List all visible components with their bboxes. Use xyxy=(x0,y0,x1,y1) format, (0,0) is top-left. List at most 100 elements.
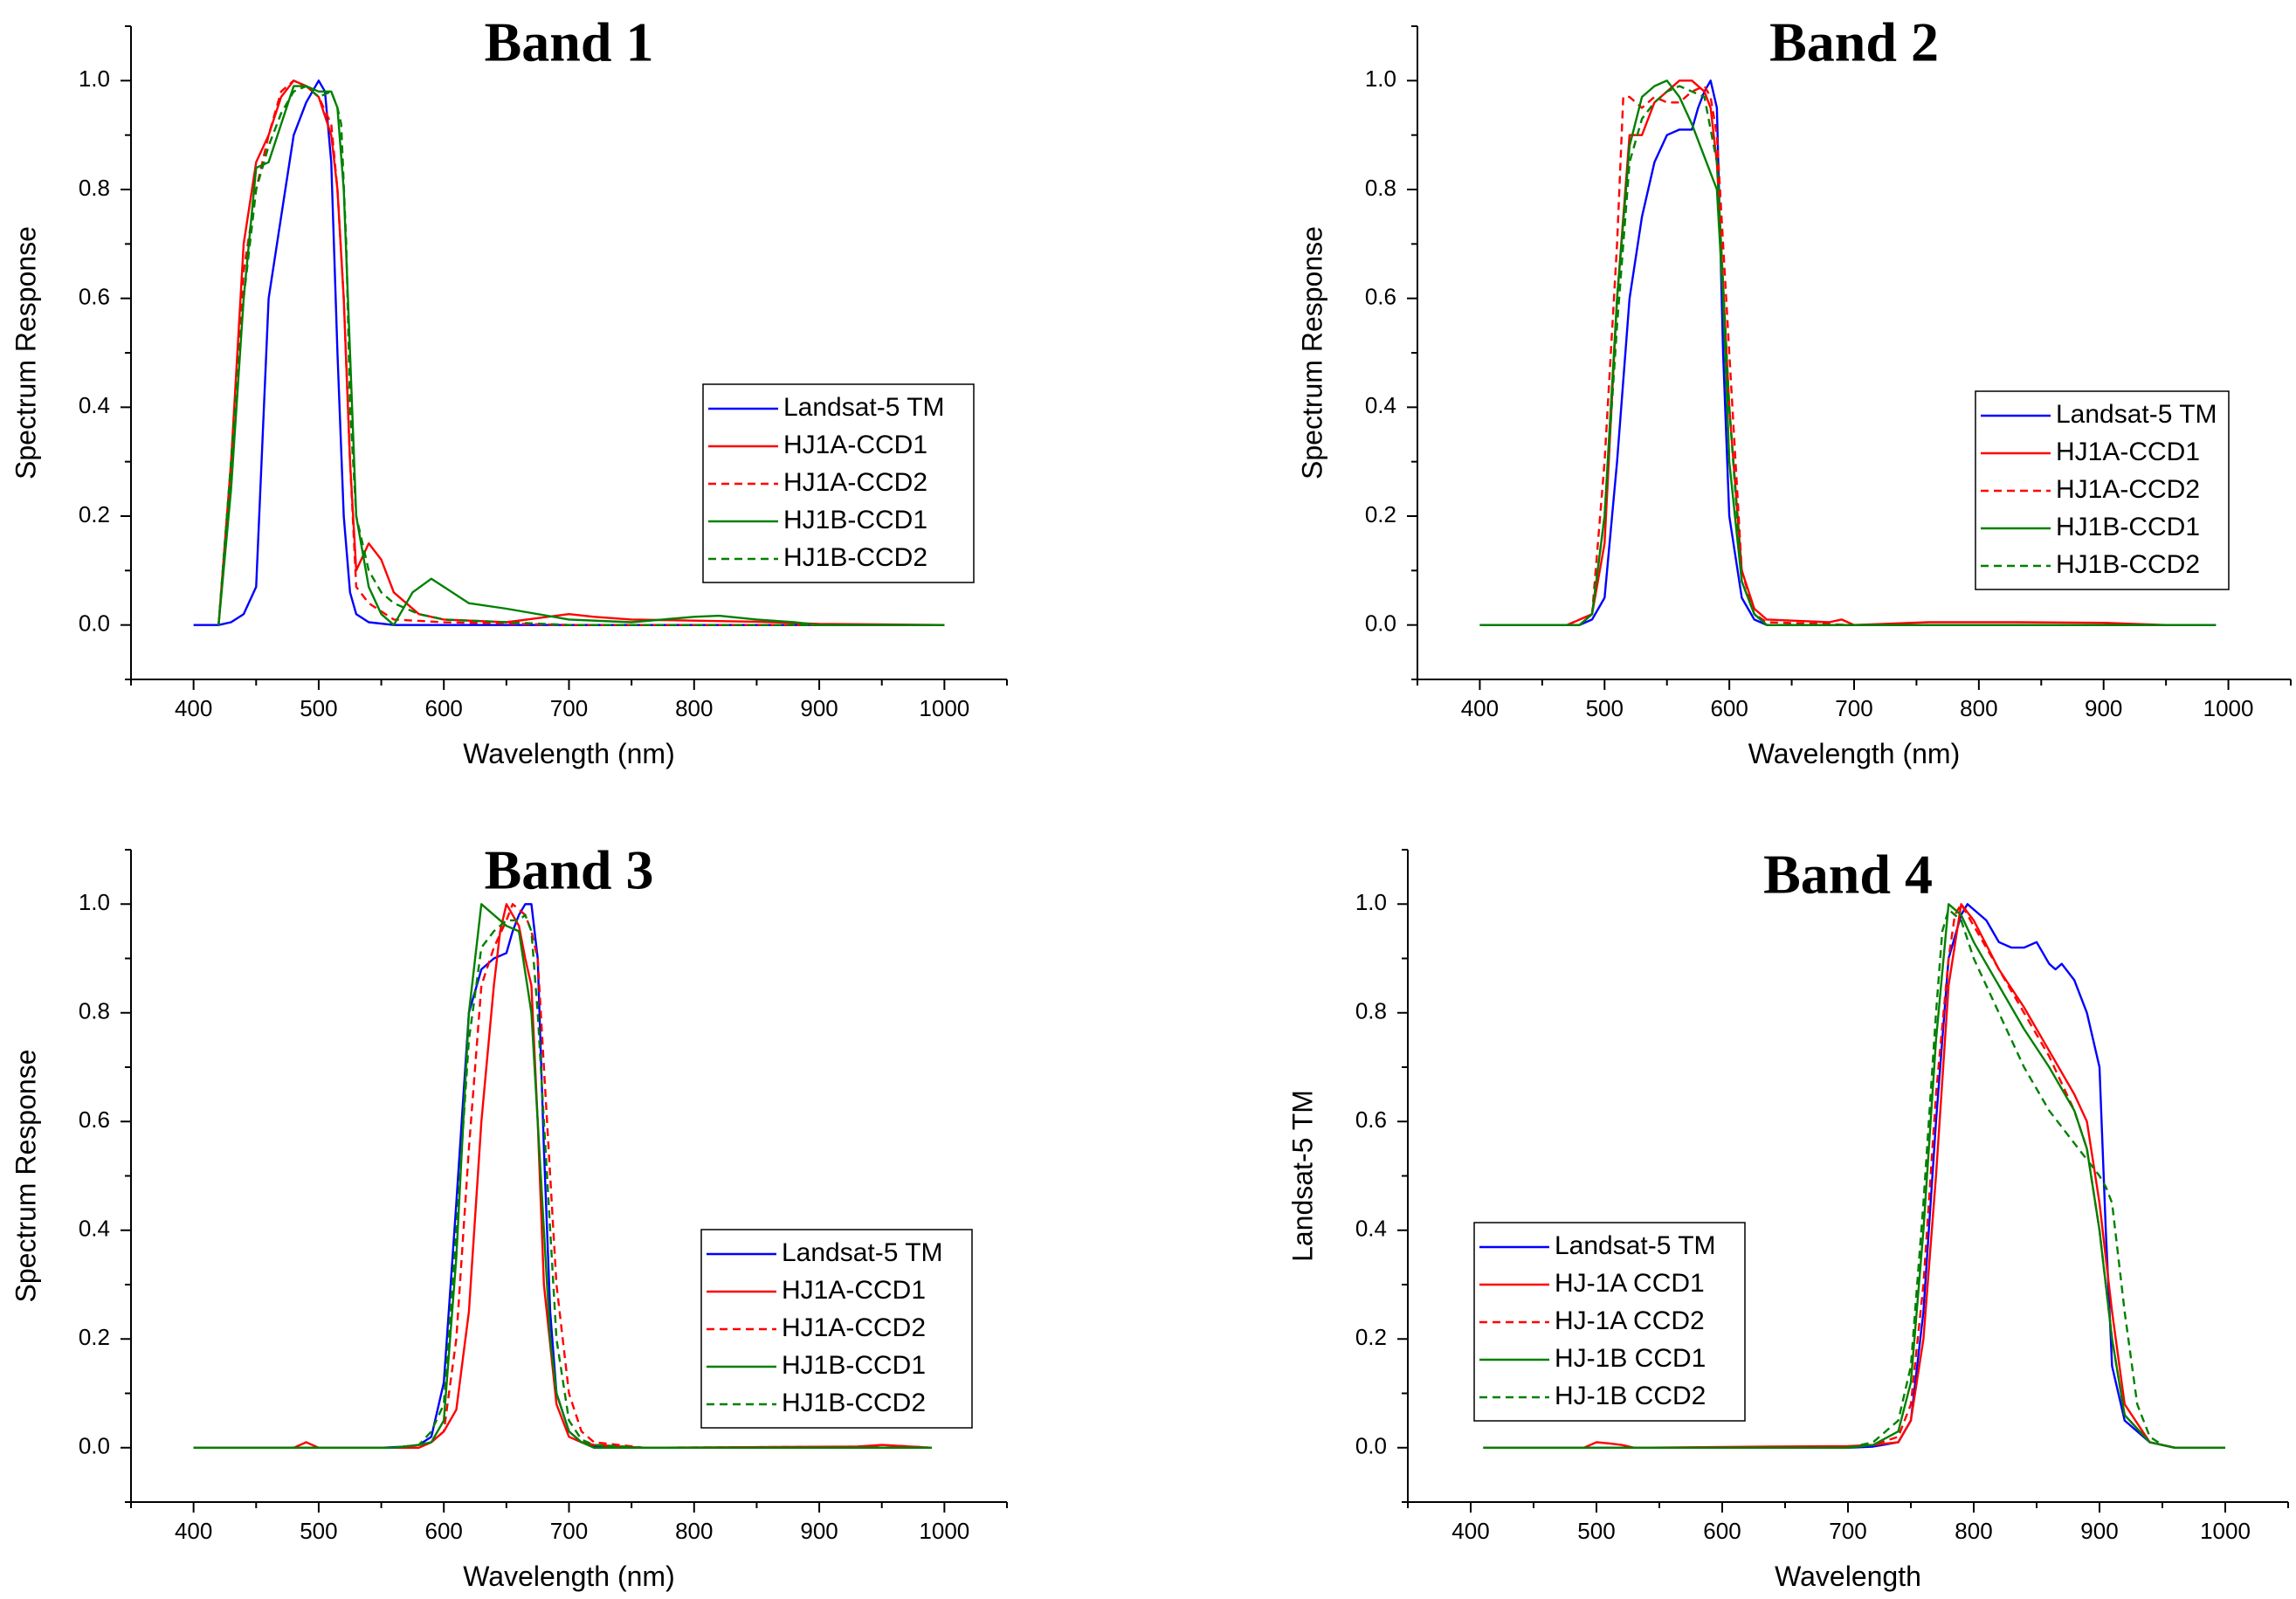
x-axis-label: Wavelength (nm) xyxy=(463,1561,674,1592)
x-tick-label: 400 xyxy=(175,1518,212,1544)
x-tick-label: 700 xyxy=(550,1518,588,1544)
legend-label: HJ-1A CCD2 xyxy=(1555,1306,1705,1335)
x-tick-label: 1000 xyxy=(2200,1518,2251,1544)
legend: Landsat-5 TM HJ1A-CCD1 HJ1A-CCD2 HJ1B-CCD1 H… xyxy=(702,383,975,583)
legend-label: HJ1A-CCD2 xyxy=(2056,475,2200,504)
x-tick-label: 500 xyxy=(1577,1518,1615,1544)
y-tick-label: 0.4 xyxy=(1365,392,1396,418)
x-tick-label: 500 xyxy=(300,695,337,721)
legend-label: HJ1B-CCD2 xyxy=(782,1389,926,1417)
y-tick-label: 0.4 xyxy=(79,392,110,418)
y-tick-label: 0.0 xyxy=(1355,1433,1387,1459)
y-axis-label: Spectrum Response xyxy=(10,226,41,479)
legend-label: HJ-1B CCD2 xyxy=(1555,1382,1706,1410)
legend-label: HJ1A-CCD1 xyxy=(2056,438,2200,466)
chart-title: Band 1 xyxy=(485,11,654,73)
x-tick-label: 600 xyxy=(1710,695,1748,721)
legend-label: Landsat-5 TM xyxy=(782,1238,943,1267)
y-tick-label: 1.0 xyxy=(1365,65,1396,92)
legend-label: HJ1B-CCD2 xyxy=(2056,550,2200,579)
series-line-5 xyxy=(1578,85,2167,626)
x-tick-label: 800 xyxy=(675,695,713,721)
band-3-panel: Band 3 400 500 600 700 800 900 1000 0.0 0.2 0.4 0.6… xyxy=(10,839,1008,1592)
legend-label: HJ1A-CCD1 xyxy=(782,1276,926,1305)
series-line-4 xyxy=(1483,903,2225,1449)
y-tick-label: 0.8 xyxy=(79,998,110,1024)
series-line-1 xyxy=(193,79,945,626)
y-tick-label: 0.0 xyxy=(79,610,110,637)
y-tick-label: 0.4 xyxy=(79,1216,110,1242)
x-tick-label: 1000 xyxy=(2203,695,2254,721)
y-tick-label: 1.0 xyxy=(79,889,110,915)
y-tick-label: 0.0 xyxy=(1365,610,1396,637)
legend: Landsat-5 TM HJ1A-CCD1 HJ1A-CCD2 HJ1B-CCD1 H… xyxy=(1975,390,2230,590)
y-tick-label: 0.2 xyxy=(1355,1324,1387,1350)
chart-title: Band 3 xyxy=(485,839,654,901)
x-tick-label: 600 xyxy=(1703,1518,1741,1544)
x-tick-label: 700 xyxy=(550,695,588,721)
legend: Landsat-5 TM HJ-1A CCD1 HJ-1A CCD2 HJ-1B CC… xyxy=(1473,1222,1746,1422)
x-axis-label: Wavelength xyxy=(1775,1561,1921,1592)
x-tick-label: 1000 xyxy=(919,695,969,721)
x-tick-label: 800 xyxy=(1955,1518,1992,1544)
y-tick-label: 1.0 xyxy=(79,65,110,92)
x-tick-label: 700 xyxy=(1835,695,1872,721)
legend-label: Landsat-5 TM xyxy=(783,393,945,422)
x-axis-label: Wavelength (nm) xyxy=(1748,738,1960,769)
y-tick-label: 0.6 xyxy=(79,1106,110,1133)
x-tick-label: 900 xyxy=(800,695,838,721)
legend-label: HJ1B-CCD1 xyxy=(782,1351,926,1380)
x-tick-label: 900 xyxy=(2085,695,2122,721)
y-axis-label: Spectrum Response xyxy=(1296,226,1327,479)
series-line-3 xyxy=(1566,85,2167,626)
y-tick-label: 0.8 xyxy=(79,175,110,201)
y-tick-label: 0.6 xyxy=(1365,284,1396,310)
legend-box xyxy=(1975,390,2230,590)
legend-label: HJ1B-CCD2 xyxy=(783,543,927,572)
band-4-panel: Band 4 400 500 600 700 800 900 1000 0.0 0.2 0.4 0.6… xyxy=(1286,844,2289,1592)
x-tick-label: 800 xyxy=(675,1518,713,1544)
y-tick-label: 1.0 xyxy=(1355,889,1387,915)
legend-label: HJ1A-CCD2 xyxy=(783,468,927,497)
y-tick-label: 0.2 xyxy=(79,501,110,527)
x-tick-label: 700 xyxy=(1829,1518,1866,1544)
band-1-panel: Band 1 400 500 600 700 800 900 1000 0.0 0.2 0.4 0.6… xyxy=(10,11,1008,769)
x-tick-label: 400 xyxy=(175,695,212,721)
y-axis-label: Spectrum Response xyxy=(10,1050,41,1303)
x-tick-label: 1000 xyxy=(919,1518,969,1544)
y-tick-label: 0.0 xyxy=(79,1433,110,1459)
x-tick-label: 400 xyxy=(1451,1518,1489,1544)
x-tick-label: 500 xyxy=(1586,695,1624,721)
chart-title: Band 2 xyxy=(1769,11,1939,73)
legend-label: Landsat-5 TM xyxy=(2056,400,2217,429)
series-line-4 xyxy=(217,85,945,626)
y-tick-label: 0.2 xyxy=(1365,501,1396,527)
legend-label: Landsat-5 TM xyxy=(1555,1231,1716,1260)
legend-label: HJ1A-CCD2 xyxy=(782,1313,926,1342)
legend-label: HJ-1B CCD1 xyxy=(1555,1344,1706,1373)
legend-label: HJ-1A CCD1 xyxy=(1555,1269,1705,1298)
y-tick-label: 0.6 xyxy=(79,284,110,310)
legend-label: HJ1A-CCD1 xyxy=(783,431,927,459)
chart-title: Band 4 xyxy=(1763,844,1933,906)
y-tick-label: 0.6 xyxy=(1355,1106,1387,1133)
x-tick-label: 600 xyxy=(425,1518,463,1544)
legend: Landsat-5 TM HJ1A-CCD1 HJ1A-CCD2 HJ1B-CCD1 H… xyxy=(700,1229,973,1429)
series-line-4 xyxy=(193,903,932,1449)
x-tick-label: 900 xyxy=(2080,1518,2118,1544)
y-tick-label: 0.4 xyxy=(1355,1216,1387,1242)
x-tick-label: 900 xyxy=(800,1518,838,1544)
y-tick-label: 0.2 xyxy=(79,1324,110,1350)
legend-label: HJ1B-CCD1 xyxy=(2056,513,2200,541)
legend-label: HJ1B-CCD1 xyxy=(783,506,927,534)
x-tick-label: 800 xyxy=(1960,695,1997,721)
band-2-panel: Band 2 400 500 600 700 800 900 1000 0.0 0.2 0.4 0.6… xyxy=(1296,11,2292,769)
x-tick-label: 500 xyxy=(300,1518,337,1544)
series-line-5 xyxy=(1847,908,2225,1449)
x-tick-label: 600 xyxy=(425,695,463,721)
legend-box xyxy=(702,383,975,583)
series-line-5 xyxy=(193,913,932,1449)
series-line-2 xyxy=(1483,903,2225,1449)
y-tick-label: 0.8 xyxy=(1355,998,1387,1024)
